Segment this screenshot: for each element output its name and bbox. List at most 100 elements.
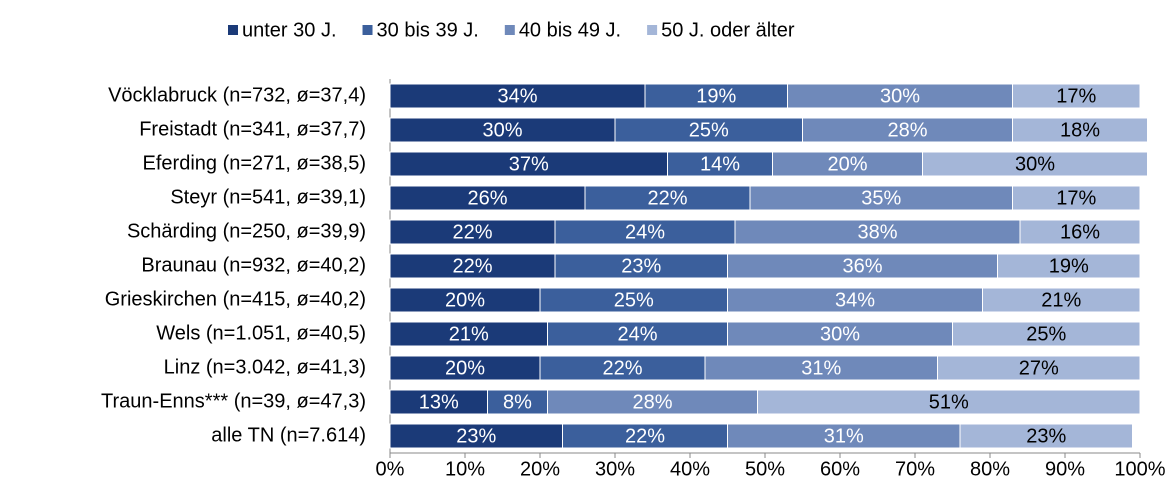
data-label: 23% <box>621 255 661 277</box>
data-label: 21% <box>1041 289 1081 311</box>
data-label: 13% <box>419 391 459 413</box>
y-tick-label: Vöcklabruck (n=732, ø=37,4) <box>108 84 366 106</box>
data-label: 36% <box>842 255 882 277</box>
x-tick-label: 20% <box>520 458 560 480</box>
y-tick-label: Traun-Enns*** (n=39, ø=47,3) <box>101 390 366 412</box>
x-tick-label: 90% <box>1045 458 1085 480</box>
data-label: 18% <box>1060 119 1100 141</box>
y-tick-label: Steyr (n=541, ø=39,1) <box>170 186 366 208</box>
bar-segment <box>952 321 1141 347</box>
data-label: 22% <box>625 425 665 447</box>
bar-segment <box>1012 185 1141 211</box>
x-tick-label: 60% <box>820 458 860 480</box>
data-label: 17% <box>1056 85 1096 107</box>
x-tick-label: 100% <box>1114 458 1165 480</box>
data-label: 30% <box>880 85 920 107</box>
data-label: 27% <box>1019 357 1059 379</box>
bar-segment <box>554 253 728 279</box>
x-tick-label: 70% <box>895 458 935 480</box>
bar-segment <box>937 355 1141 381</box>
data-label: 19% <box>696 85 736 107</box>
data-label: 25% <box>1026 323 1066 345</box>
legend-swatch <box>228 25 238 35</box>
legend-swatch <box>362 25 373 35</box>
data-label: 23% <box>1026 425 1066 447</box>
bar-segment <box>667 151 773 177</box>
y-tick-label: Linz (n=3.042, ø=41,3) <box>164 356 366 378</box>
data-label: 22% <box>452 255 492 277</box>
bar-segment <box>922 151 1148 177</box>
y-tick-label: Freistadt (n=341, ø=37,7) <box>139 118 366 140</box>
data-label: 24% <box>617 323 657 345</box>
data-label: 19% <box>1049 255 1089 277</box>
data-label: 25% <box>614 289 654 311</box>
data-label: 24% <box>625 221 665 243</box>
bar-segment <box>389 355 541 381</box>
bar-segment <box>997 253 1141 279</box>
bar-segment <box>727 321 953 347</box>
bar-segment <box>539 287 728 313</box>
data-label: 37% <box>509 153 549 175</box>
data-label: 14% <box>700 153 740 175</box>
bar-segment <box>734 219 1021 245</box>
bar-segment <box>787 83 1013 109</box>
y-tick-label: Grieskirchen (n=415, ø=40,2) <box>105 288 366 310</box>
data-label: 38% <box>857 221 897 243</box>
data-label: 31% <box>801 357 841 379</box>
bar-segment <box>487 389 548 415</box>
bar-segment <box>389 219 556 245</box>
legend-label: unter 30 J. <box>242 19 337 41</box>
data-label: 30% <box>820 323 860 345</box>
data-label: 20% <box>827 153 867 175</box>
y-tick-label: Braunau (n=932, ø=40,2) <box>141 254 366 276</box>
legend-label: 40 bis 49 J. <box>519 19 621 41</box>
legend-swatch <box>647 25 658 35</box>
bar-segment <box>704 355 938 381</box>
bar-segment <box>757 389 1141 415</box>
data-label: 23% <box>456 425 496 447</box>
bar-segment <box>959 423 1133 449</box>
data-label: 25% <box>689 119 729 141</box>
bar-segment <box>1012 117 1148 143</box>
bar-segment <box>1012 83 1141 109</box>
x-tick-label: 30% <box>595 458 635 480</box>
bar-segment <box>802 117 1013 143</box>
bar-segment <box>389 117 616 143</box>
bar-segment <box>982 287 1141 313</box>
bar-segment <box>389 185 586 211</box>
data-label: 28% <box>887 119 927 141</box>
data-label: 31% <box>824 425 864 447</box>
x-tick-label: 50% <box>745 458 785 480</box>
bar-segment <box>614 117 803 143</box>
bar-segment <box>389 389 488 415</box>
data-label: 30% <box>482 119 522 141</box>
bar-segment <box>562 423 728 449</box>
x-tick-label: 80% <box>970 458 1010 480</box>
bar-segment <box>389 287 541 313</box>
x-tick-label: 0% <box>376 458 405 480</box>
bar-segment <box>547 389 758 415</box>
bar-segment <box>1019 219 1141 245</box>
data-label: 22% <box>602 357 642 379</box>
bar-segment <box>749 185 1013 211</box>
data-label: 35% <box>861 187 901 209</box>
data-label: 20% <box>445 289 485 311</box>
data-label: 34% <box>497 85 537 107</box>
data-label: 30% <box>1015 153 1055 175</box>
data-label: 8% <box>503 391 532 413</box>
bar-segment <box>772 151 923 177</box>
data-label: 22% <box>452 221 492 243</box>
bar-segment <box>554 219 736 245</box>
bar-segment <box>644 83 788 109</box>
data-label: 21% <box>449 323 489 345</box>
x-tick-label: 10% <box>445 458 485 480</box>
data-label: 51% <box>929 391 969 413</box>
data-label: 26% <box>467 187 507 209</box>
data-label: 28% <box>632 391 672 413</box>
data-label: 20% <box>445 357 485 379</box>
legend-label: 30 bis 39 J. <box>377 19 479 41</box>
data-label: 17% <box>1056 187 1096 209</box>
bar-segment <box>539 355 706 381</box>
legend-swatch <box>504 25 515 35</box>
